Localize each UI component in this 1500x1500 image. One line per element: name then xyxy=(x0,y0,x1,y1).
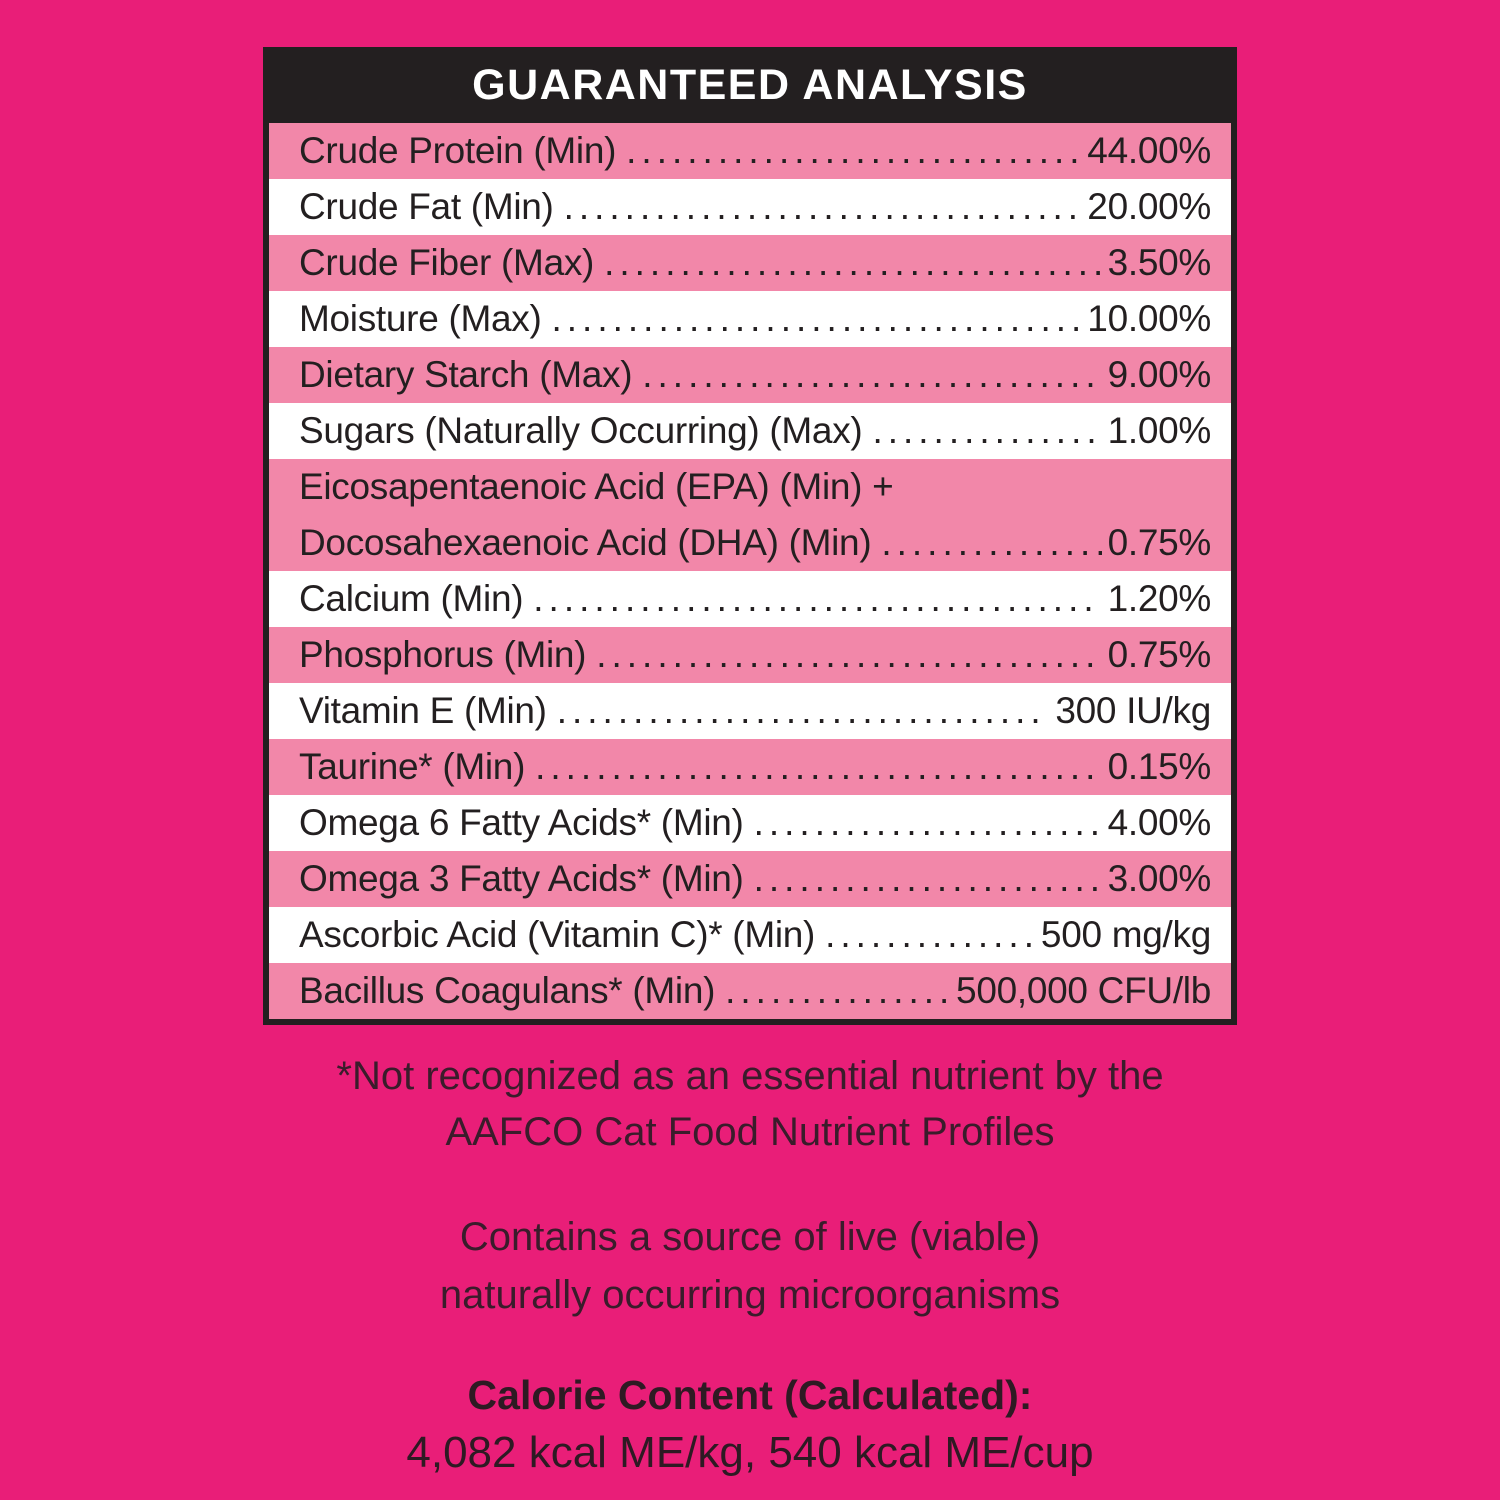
dot-leader xyxy=(754,851,1102,907)
nutrient-value: 500,000 CFU/lb xyxy=(956,970,1211,1011)
dot-leader xyxy=(533,571,1101,627)
table-row: Eicosapentaenoic Acid (EPA) (Min) + Docos… xyxy=(269,459,1231,571)
nutrient-value: 4.00% xyxy=(1107,802,1212,843)
table-row: Vitamin E (Min) 300 IU/kg xyxy=(269,683,1231,739)
table-row: Crude Protein (Min) 44.00% xyxy=(269,123,1231,179)
guaranteed-analysis-table: GUARANTEED ANALYSIS Crude Protein (Min) 4… xyxy=(263,47,1237,1025)
dot-leader xyxy=(754,795,1102,851)
dot-leader xyxy=(557,683,1050,739)
nutrient-name: Ascorbic Acid (Vitamin C)* (Min) xyxy=(299,914,816,955)
nutrient-value: 20.00% xyxy=(1087,186,1211,227)
dot-leader xyxy=(552,291,1082,347)
calorie-content-heading: Calorie Content (Calculated): xyxy=(467,1372,1033,1418)
dot-leader xyxy=(642,347,1101,403)
nutrient-name: Sugars (Naturally Occurring) (Max) xyxy=(299,410,863,451)
nutrient-name: Omega 6 Fatty Acids* (Min) xyxy=(299,802,744,843)
table-row: Moisture (Max) 10.00% xyxy=(269,291,1231,347)
nutrient-value: 0.15% xyxy=(1107,746,1212,787)
dot-leader xyxy=(725,963,950,1019)
nutrient-value: 3.50% xyxy=(1107,242,1212,283)
dot-leader xyxy=(596,627,1101,683)
nutrient-name: Calcium (Min) xyxy=(299,578,524,619)
calorie-content-values: 4,082 kcal ME/kg, 540 kcal ME/cup xyxy=(406,1428,1094,1477)
aafco-footnote: *Not recognized as an essential nutrient… xyxy=(0,1048,1500,1160)
nutrient-value: 0.75% xyxy=(1107,634,1212,675)
nutrient-name: Crude Fat (Min) xyxy=(299,186,554,227)
dot-leader xyxy=(564,179,1082,235)
footnote-line-2: AAFCO Cat Food Nutrient Profiles xyxy=(445,1110,1055,1154)
nutrient-name: Vitamin E (Min) xyxy=(299,690,547,731)
table-row: Taurine* (Min) 0.15% xyxy=(269,739,1231,795)
microorganisms-note: Contains a source of live (viable) natur… xyxy=(0,1208,1500,1324)
nutrient-value: 10.00% xyxy=(1087,298,1211,339)
nutrient-value: 1.00% xyxy=(1107,410,1212,451)
row-line-2: Docosahexaenoic Acid (DHA) (Min) 0.75% xyxy=(269,515,1231,571)
nutrient-value: 500 mg/kg xyxy=(1040,914,1211,955)
nutrient-name: Crude Protein (Min) xyxy=(299,130,617,171)
nutrient-name-continued: Docosahexaenoic Acid (DHA) (Min) xyxy=(299,522,872,563)
nutrient-name: Omega 3 Fatty Acids* (Min) xyxy=(299,858,744,899)
dot-leader xyxy=(604,235,1102,291)
dot-leader xyxy=(626,123,1081,179)
nutrient-value: 44.00% xyxy=(1087,130,1211,171)
table-row: Bacillus Coagulans* (Min) 500,000 CFU/lb xyxy=(269,963,1231,1019)
table-row: Ascorbic Acid (Vitamin C)* (Min) 500 mg/k… xyxy=(269,907,1231,963)
table-row: Crude Fiber (Max) 3.50% xyxy=(269,235,1231,291)
nutrient-value: 1.20% xyxy=(1107,578,1212,619)
table-row: Omega 3 Fatty Acids* (Min) 3.00% xyxy=(269,851,1231,907)
nutrient-name: Moisture (Max) xyxy=(299,298,542,339)
table-row: Phosphorus (Min) 0.75% xyxy=(269,627,1231,683)
row-line-1: Eicosapentaenoic Acid (EPA) (Min) + xyxy=(269,459,1231,515)
nutrient-value: 0.75% xyxy=(1107,522,1212,563)
table-row: Omega 6 Fatty Acids* (Min) 4.00% xyxy=(269,795,1231,851)
nutrient-value: 300 IU/kg xyxy=(1055,690,1211,731)
table-row: Crude Fat (Min) 20.00% xyxy=(269,179,1231,235)
table-row: Sugars (Naturally Occurring) (Max) 1.00% xyxy=(269,403,1231,459)
nutrient-name: Taurine* (Min) xyxy=(299,746,526,787)
nutrient-name: Eicosapentaenoic Acid (EPA) (Min) + xyxy=(299,466,894,507)
microorganisms-line-1: Contains a source of live (viable) xyxy=(459,1215,1041,1259)
nutrient-value: 3.00% xyxy=(1107,858,1212,899)
microorganisms-line-2: naturally occurring microorganisms xyxy=(439,1273,1061,1317)
footnote-line-1: *Not recognized as an essential nutrient… xyxy=(336,1054,1164,1098)
nutrient-name: Crude Fiber (Max) xyxy=(299,242,595,283)
dot-leader xyxy=(872,403,1101,459)
table-body: Crude Protein (Min) 44.00% Crude Fat (Min)… xyxy=(263,123,1237,1025)
table-row: Dietary Starch (Max) 9.00% xyxy=(269,347,1231,403)
nutrient-value: 9.00% xyxy=(1107,354,1212,395)
table-row: Calcium (Min) 1.20% xyxy=(269,571,1231,627)
dot-leader xyxy=(881,515,1101,571)
nutrient-name: Bacillus Coagulans* (Min) xyxy=(299,970,716,1011)
nutrient-name: Phosphorus (Min) xyxy=(299,634,587,675)
dot-leader xyxy=(535,739,1101,795)
table-title: GUARANTEED ANALYSIS xyxy=(263,47,1237,123)
dot-leader xyxy=(825,907,1035,963)
nutrient-name: Dietary Starch (Max) xyxy=(299,354,633,395)
